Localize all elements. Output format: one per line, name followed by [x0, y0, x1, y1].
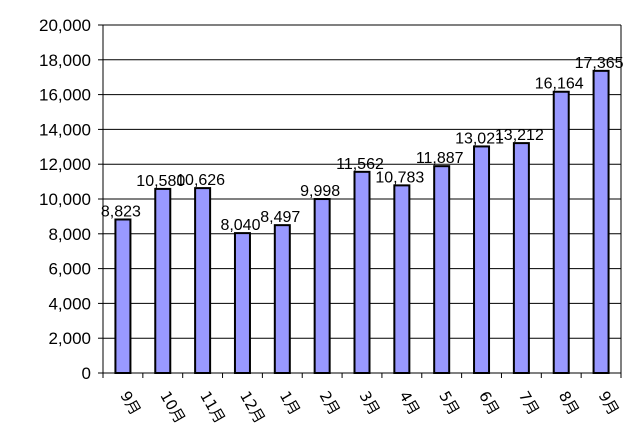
- bar: [114, 218, 132, 374]
- category-label: 9月: [116, 388, 144, 418]
- y-tick-label: 18,000: [39, 51, 91, 70]
- bar: [433, 165, 451, 374]
- category-label: 5月: [435, 388, 463, 418]
- data-label: 10,626: [176, 172, 225, 189]
- y-tick-label: 6,000: [48, 260, 91, 279]
- bar: [393, 184, 411, 374]
- data-label: 16,164: [535, 76, 584, 93]
- bar: [194, 187, 212, 374]
- bar: [512, 142, 530, 374]
- axes: [98, 24, 622, 378]
- bars: [114, 69, 610, 374]
- data-label: 8,040: [220, 217, 260, 234]
- category-label: 10月: [156, 388, 189, 427]
- data-label: 8,497: [260, 209, 300, 226]
- category-labels: 9月 10月 11月 12月 1月 2月 3月 4月 5月 6月 7月 8月 9月: [116, 388, 622, 427]
- category-label: 3月: [356, 388, 384, 418]
- category-label: 6月: [475, 388, 503, 418]
- category-label: 8月: [555, 388, 583, 418]
- data-label: 8,823: [101, 203, 141, 220]
- y-tick-label: 14,000: [39, 120, 91, 139]
- data-label: 10,783: [375, 169, 424, 186]
- y-tick-label: 8,000: [48, 225, 91, 244]
- y-tick-label: 2,000: [48, 329, 91, 348]
- bar: [473, 145, 491, 374]
- bar: [592, 69, 610, 374]
- data-label: 17,365: [575, 55, 624, 72]
- data-label: 13,212: [495, 127, 544, 144]
- category-label: 11月: [196, 388, 229, 427]
- y-tick-label: 4,000: [48, 294, 91, 313]
- y-tick-label: 20,000: [39, 16, 91, 35]
- data-label: 11,887: [416, 150, 464, 167]
- y-tick-label: 10,000: [39, 190, 91, 209]
- category-label: 12月: [236, 388, 269, 427]
- bar: [313, 198, 331, 374]
- category-label: 9月: [595, 388, 623, 418]
- category-label: 4月: [395, 388, 423, 418]
- y-tick-label: 12,000: [39, 155, 91, 174]
- y-tick-label: 16,000: [39, 86, 91, 105]
- y-tick-labels: 0 2,000 4,000 6,000 8,000 10,000 12,000 14,000 1…: [39, 16, 91, 383]
- y-tick-label: 0: [82, 364, 91, 383]
- category-label: 1月: [276, 388, 304, 418]
- category-label: 7月: [515, 388, 543, 418]
- bar: [233, 232, 251, 374]
- data-label: 11,562: [336, 156, 384, 173]
- bar: [273, 224, 291, 374]
- bar: [154, 187, 172, 374]
- category-label: 2月: [316, 388, 344, 418]
- bar: [353, 170, 371, 374]
- data-label: 9,998: [300, 183, 340, 200]
- data-label: 13,021: [455, 130, 504, 147]
- bar: [552, 90, 570, 374]
- data-label: 10,580: [136, 173, 185, 190]
